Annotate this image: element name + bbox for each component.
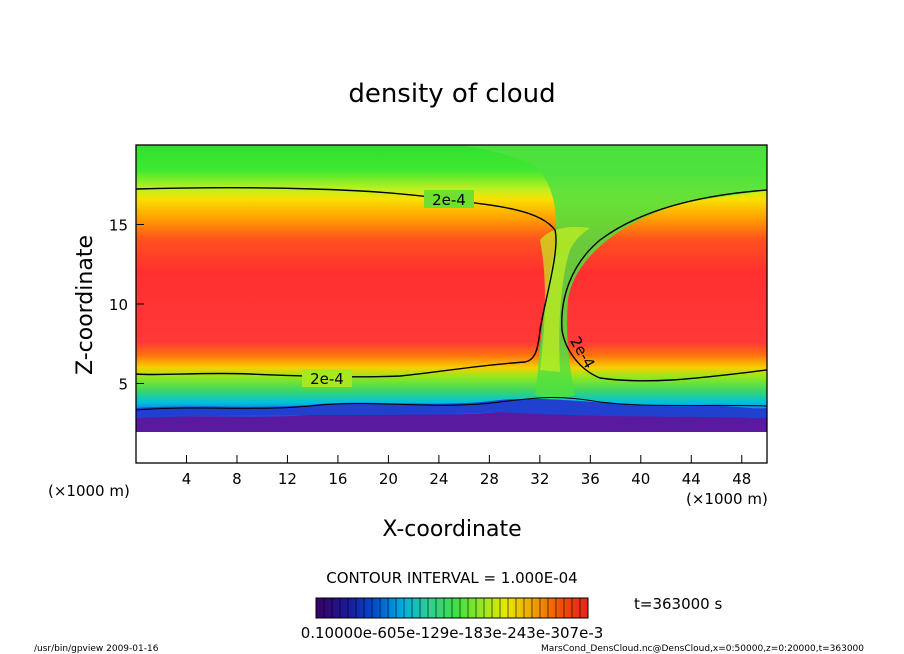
x-tick-label: 16 [328,470,347,488]
x-tick-label: 40 [631,470,650,488]
x-tick-label: 48 [732,470,751,488]
y-axis: 5 10 15 [109,217,144,394]
time-label: t=363000 s [634,595,722,613]
colorbar-divisions [323,598,581,618]
contour-label-top: 2e-4 [432,191,466,209]
footer-right: MarsCond_DensCloud.nc@DensCloud,x=0:5000… [541,644,864,654]
x-unit-left: (×1000 m) [48,482,130,500]
x-tick-label: 24 [429,470,448,488]
gap-region [460,145,767,399]
contour-line-right [561,189,767,382]
contour-line-lower [136,396,767,411]
x-tick-label: 12 [278,470,297,488]
x-tick-label: 36 [581,470,600,488]
x-tick-label: 28 [480,470,499,488]
x-tick-label: 4 [182,470,192,488]
contour-label-bottom: 2e-4 [310,370,344,388]
x-tick-label: 44 [682,470,701,488]
chart-title: density of cloud [348,79,555,109]
y-tick-label: 5 [118,376,128,394]
y-tick-label: 10 [109,296,128,314]
contour-interval: CONTOUR INTERVAL = 1.000E-04 [326,569,577,587]
x-tick-label: 32 [530,470,549,488]
y-tick-label: 15 [109,217,128,235]
plot-area: 2e-4 2e-4 2e-4 [136,145,767,463]
x-axis: 4 8 12 16 20 24 28 32 36 40 44 48 [182,455,751,488]
footer-left: /usr/bin/gpview 2009-01-16 [34,644,159,654]
x-tick-label: 8 [232,470,242,488]
x-unit-right: (×1000 m) [686,490,768,508]
x-tick-label: 20 [379,470,398,488]
y-axis-label: Z-coordinate [73,235,98,375]
contour-line-upper [136,187,557,378]
colorbar-labels: 0.10000e-605e-129e-183e-243e-307e-3 [301,624,604,642]
x-axis-label: X-coordinate [382,517,521,542]
